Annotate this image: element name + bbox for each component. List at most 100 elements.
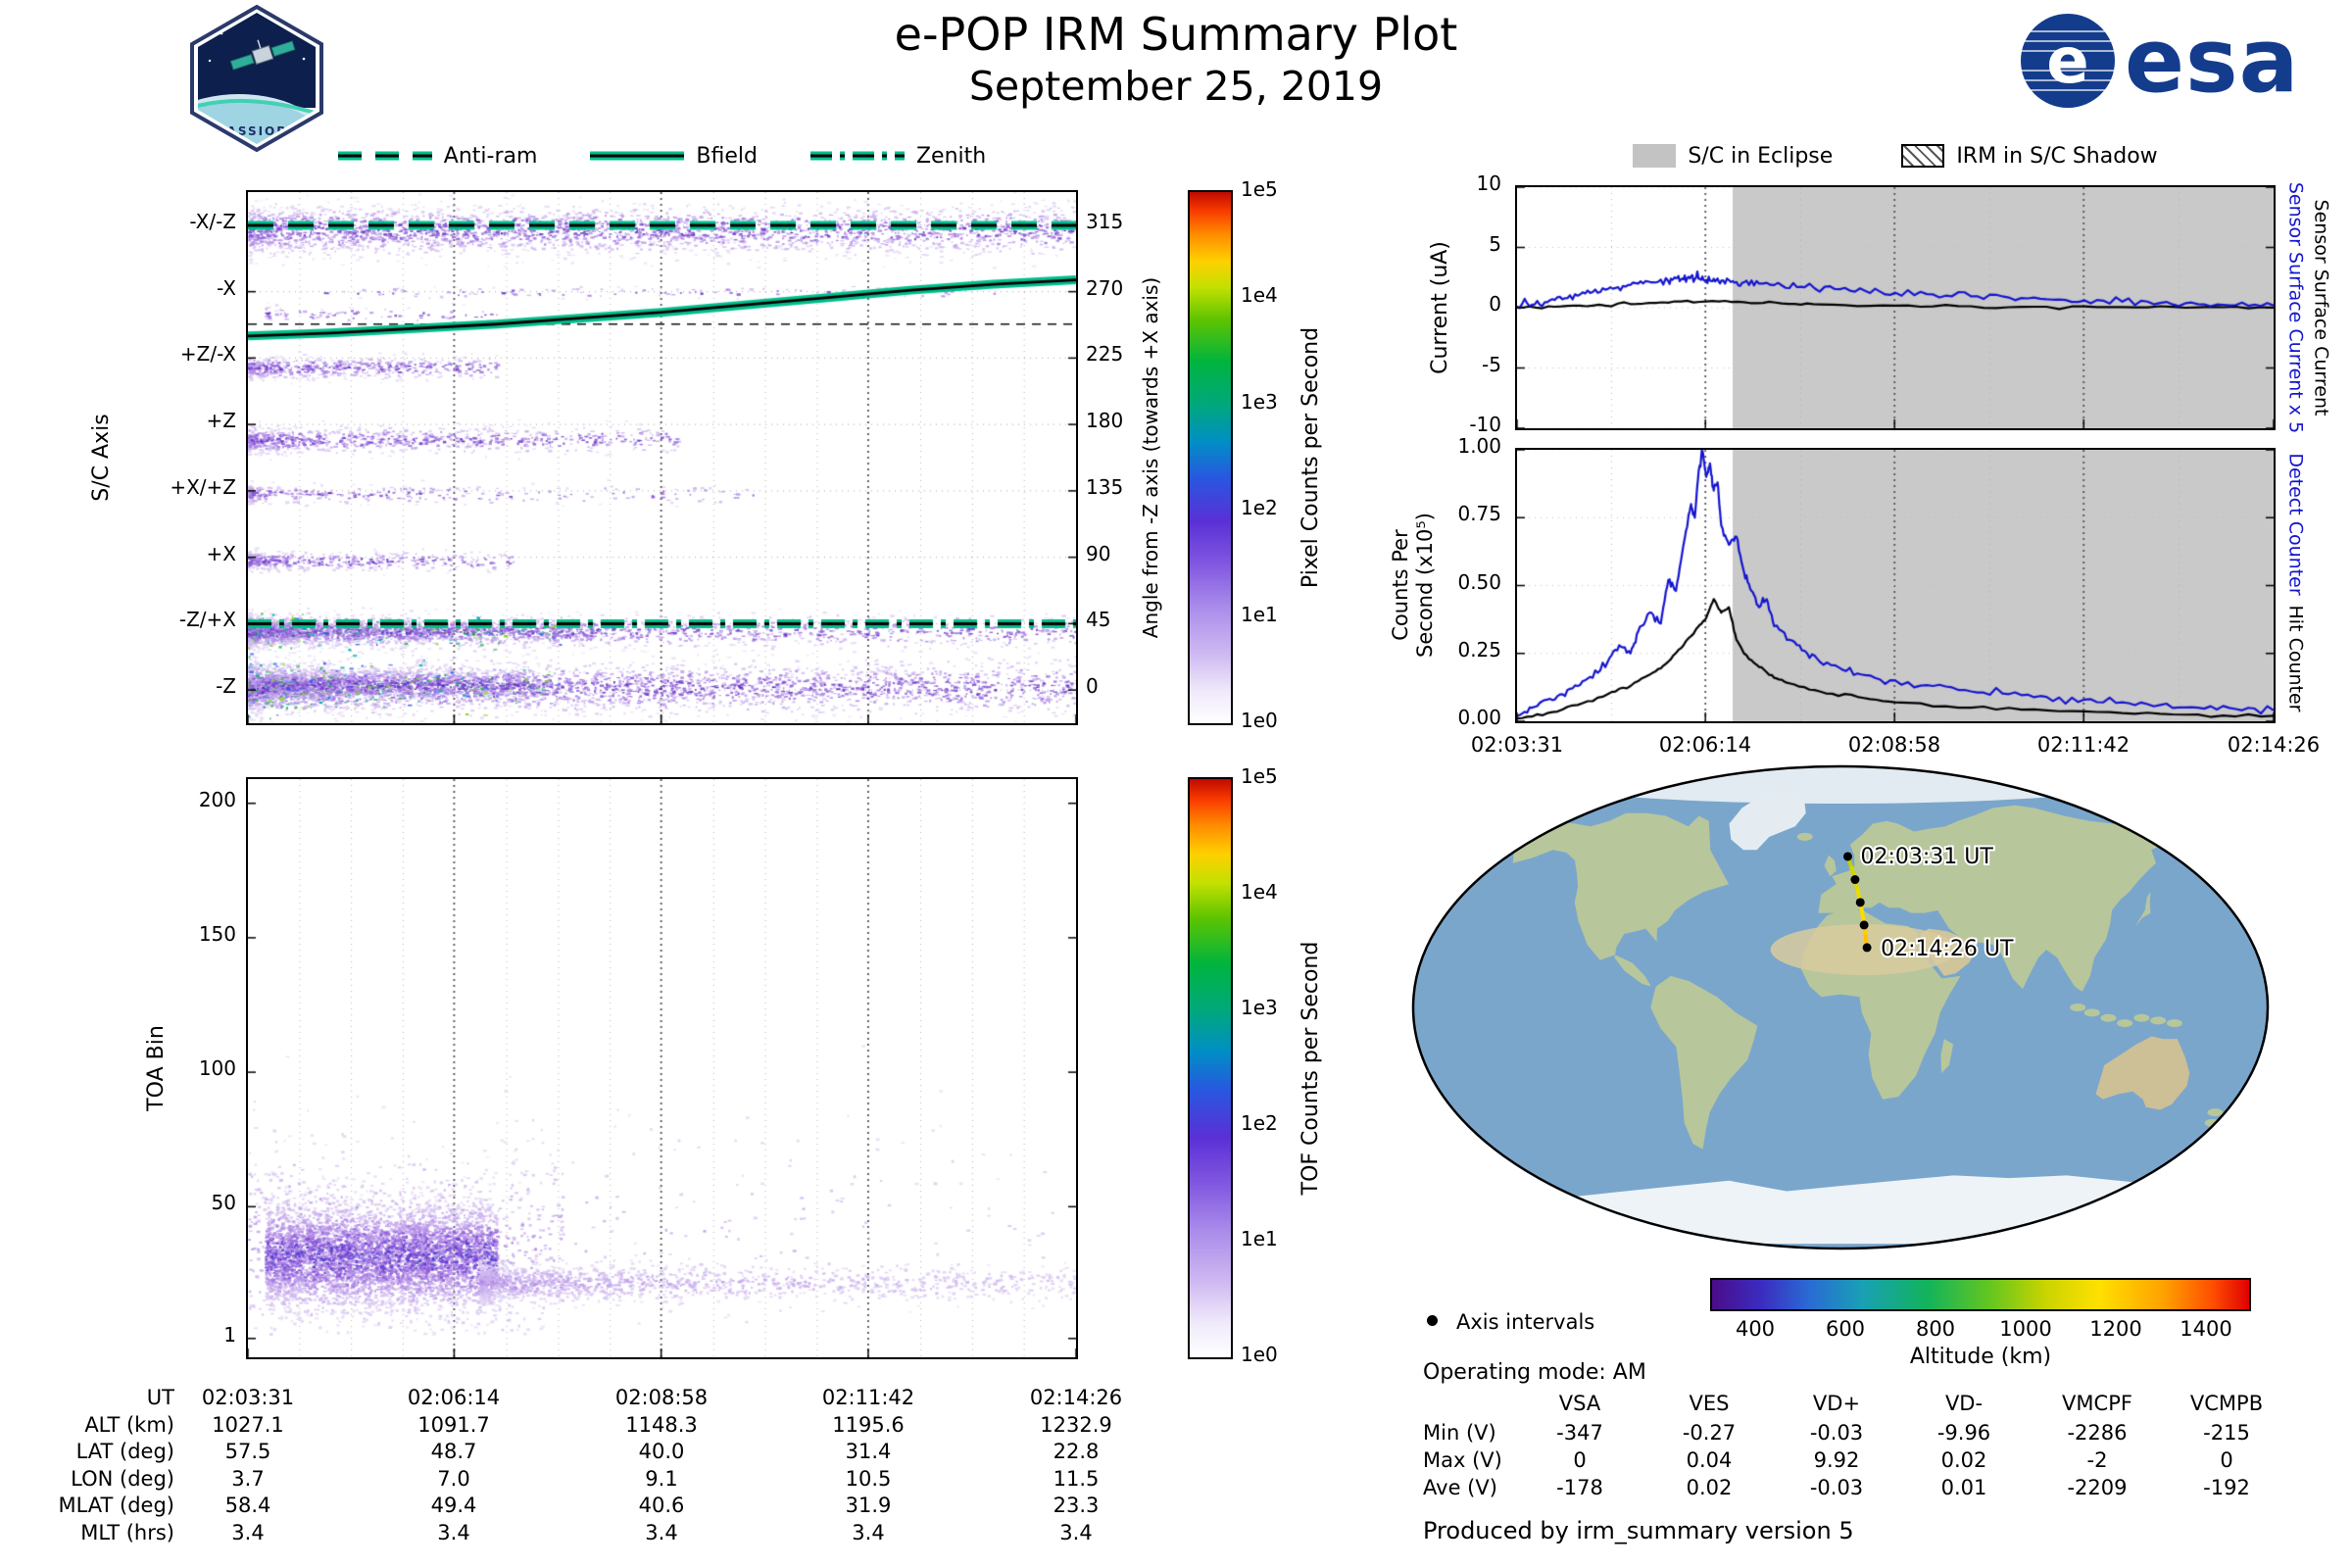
continent <box>2095 1036 2190 1110</box>
legend-label-zenith: Zenith <box>915 143 987 169</box>
ephemeris-value: 1091.7 <box>417 1413 490 1437</box>
angle-axis-tick-label: 90 <box>1086 541 1111 565</box>
legend-label-anti-ram: Anti-ram <box>443 143 538 169</box>
sc-axis-spectrogram-canvas <box>248 192 1076 723</box>
produced-by-footer: Produced by irm_summary version 5 <box>1423 1517 1854 1544</box>
surface-current-panel <box>1515 185 2276 430</box>
altitude-tick-label: 800 <box>1915 1317 1956 1341</box>
ephemeris-value: 48.7 <box>430 1440 477 1463</box>
ephemeris-value: 02:11:42 <box>821 1386 915 1409</box>
current-ytick-label: -10 <box>1469 413 1501 436</box>
current-ytick-label: 10 <box>1476 172 1501 195</box>
angle-axis-tick-label: 270 <box>1086 275 1124 300</box>
voltage-value: -178 <box>1556 1476 1603 1499</box>
voltage-row-label: Min (V) <box>1423 1421 1496 1445</box>
altitude-tick-label: 1400 <box>2180 1317 2232 1341</box>
voltage-value: 0.02 <box>1940 1448 1987 1472</box>
counts-panel <box>1515 448 2276 723</box>
ephemeris-value: 3.4 <box>645 1521 678 1544</box>
ephemeris-value: 57.5 <box>224 1440 271 1463</box>
zenith-line-icon <box>809 151 905 161</box>
altitude-tick-label: 400 <box>1735 1317 1776 1341</box>
eclipse-swatch <box>1633 144 1677 168</box>
voltage-value: -347 <box>1556 1421 1603 1445</box>
voltage-value: 0.02 <box>1686 1476 1733 1499</box>
ephemeris-value: 31.9 <box>845 1494 892 1517</box>
orbit-track-dot <box>1855 898 1865 907</box>
esa-logo: e <box>2021 14 2115 108</box>
pixel-colorbar-tick-label: 1e0 <box>1241 709 1278 732</box>
counts-right-label-detect: Detect Counter <box>2284 453 2307 596</box>
ephemeris-value: 10.5 <box>845 1467 892 1491</box>
voltage-row-label: Ave (V) <box>1423 1476 1497 1499</box>
continent <box>1940 1039 1954 1073</box>
toa-ytick-label: 150 <box>198 921 236 946</box>
continent <box>1650 975 1758 1150</box>
ephemeris-value: 11.5 <box>1053 1467 1100 1491</box>
tof-colorbar-tick-label: 1e1 <box>1241 1227 1278 1250</box>
sc-axis-tick-label: +Z/-X <box>179 342 236 367</box>
angle-axis-tick-label: 0 <box>1086 674 1099 699</box>
toa-bin-canvas <box>248 779 1076 1357</box>
altitude-tick-label: 600 <box>1825 1317 1866 1341</box>
orbit-track-dot <box>1862 943 1872 953</box>
altitude-tick-label: 1000 <box>1999 1317 2052 1341</box>
voltage-value: 0 <box>1573 1448 1587 1472</box>
ephemeris-row-label: LAT (deg) <box>75 1440 174 1463</box>
counts-xtick-label: 02:06:14 <box>1658 733 1752 757</box>
tof-colorbar-tick-label: 1e0 <box>1241 1343 1278 1366</box>
axis-intervals-dot <box>1427 1315 1438 1326</box>
counts-ytick-label: 0.00 <box>1457 706 1501 729</box>
svg-text:e: e <box>2046 25 2088 98</box>
orbit-track-dot <box>1842 852 1852 861</box>
voltage-col-header: VES <box>1689 1392 1730 1415</box>
esa-wordmark: esa <box>2125 10 2300 113</box>
ephemeris-row-label: LON (deg) <box>71 1467 174 1491</box>
toa-ytick-label: 1 <box>223 1322 236 1347</box>
voltage-col-header: VCMPB <box>2189 1392 2264 1415</box>
sc-axis-tick-label: -Z/+X <box>178 608 236 632</box>
track-start-label: 02:03:31 UT <box>1860 845 1993 869</box>
voltage-value: -2286 <box>2067 1421 2128 1445</box>
orbit-track-dot <box>1859 920 1869 930</box>
continent <box>1729 789 1806 851</box>
pixel-colorbar-tick-label: 1e5 <box>1241 177 1278 201</box>
map-border <box>1411 764 2270 1250</box>
voltage-value: -215 <box>2203 1421 2250 1445</box>
eclipse-legend: S/C in Eclipse IRM in S/C Shadow <box>1517 139 2274 172</box>
ephemeris-value: 3.7 <box>231 1467 265 1491</box>
pixel-colorbar-tick-label: 1e4 <box>1241 283 1278 308</box>
continent <box>1824 855 1837 877</box>
current-ytick-label: -5 <box>1482 352 1501 376</box>
ephemeris-value: 02:08:58 <box>614 1386 709 1409</box>
ephemeris-value: 31.4 <box>845 1440 892 1463</box>
current-ytick-label: 5 <box>1489 231 1501 256</box>
sc-axis-tick-label: +X <box>206 541 236 565</box>
continent <box>1818 805 2180 992</box>
ephemeris-value: 3.4 <box>231 1521 265 1544</box>
voltage-value: 0 <box>2220 1448 2233 1472</box>
altitude-colorbar <box>1710 1278 2251 1311</box>
toa-ytick-label: 100 <box>198 1056 236 1081</box>
voltage-value: -192 <box>2203 1476 2250 1499</box>
ephemeris-value: 3.4 <box>1059 1521 1093 1544</box>
ephemeris-row-label: MLT (hrs) <box>80 1521 174 1544</box>
ephemeris-value: 3.4 <box>852 1521 885 1544</box>
counts-xtick-label: 02:11:42 <box>2036 733 2131 757</box>
counts-ytick-label: 1.00 <box>1457 434 1501 458</box>
ephemeris-value: 1232.9 <box>1040 1413 1112 1437</box>
ephemeris-value: 1148.3 <box>625 1413 698 1437</box>
ephemeris-value: 58.4 <box>224 1494 271 1517</box>
altitude-tick-label: 1200 <box>2089 1317 2142 1341</box>
pixel-colorbar <box>1188 190 1233 725</box>
ephemeris-value: 1195.6 <box>832 1413 905 1437</box>
sc-axis-tick-label: -X/-Z <box>189 209 236 233</box>
angle-axis-tick-label: 225 <box>1086 342 1124 367</box>
ephemeris-value: 9.1 <box>645 1467 678 1491</box>
spectrogram-legend: Anti-ram Bfield Zenith <box>248 139 1076 172</box>
counts-xtick-label: 02:14:26 <box>2227 733 2321 757</box>
altitude-bar-label: Altitude (km) <box>1909 1345 2052 1369</box>
counts-ylabel: Counts Per Second (x10⁵) <box>1388 513 1437 658</box>
continent <box>2135 892 2151 926</box>
ephemeris-value: 22.8 <box>1053 1440 1100 1463</box>
